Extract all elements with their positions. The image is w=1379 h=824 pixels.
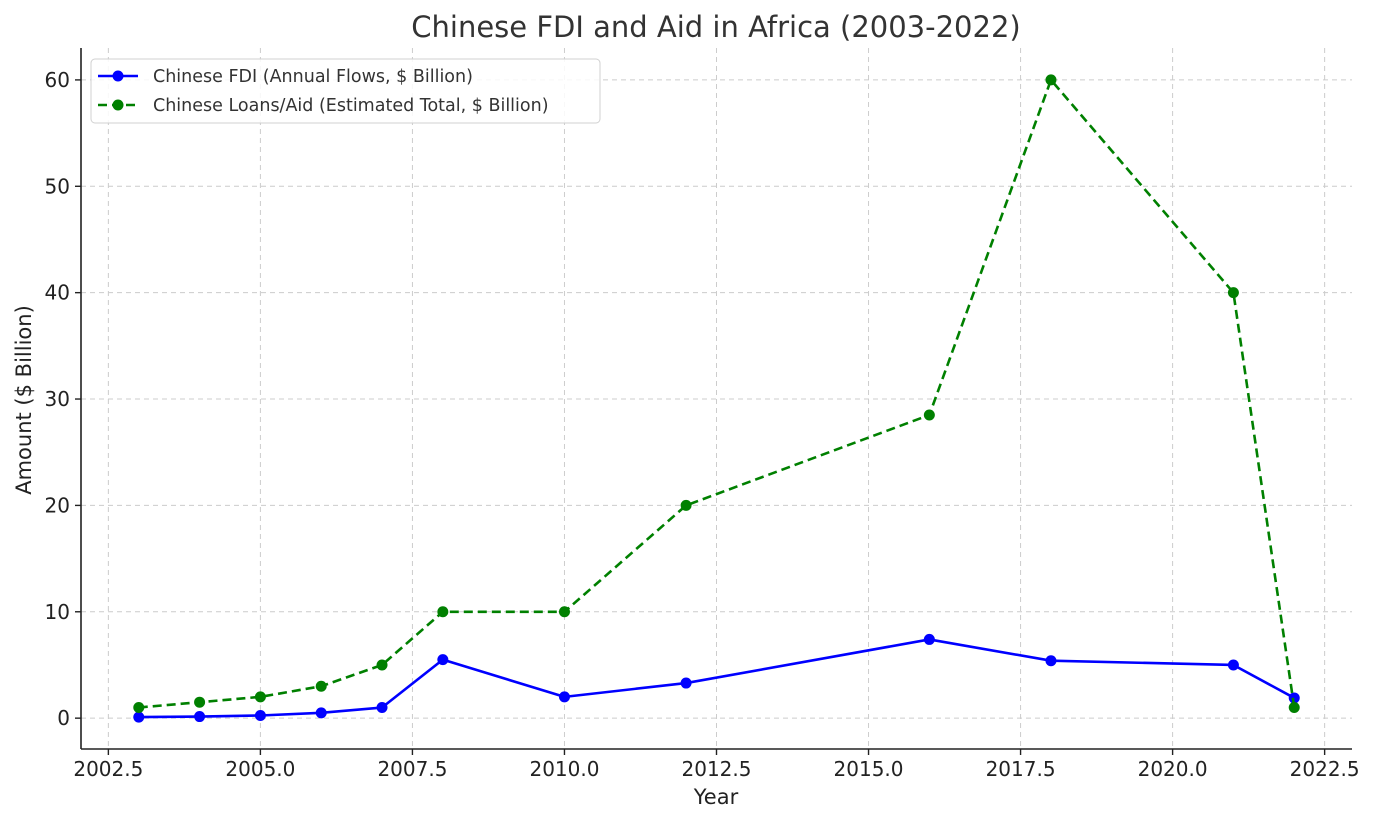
data-point [376,702,388,714]
data-point [558,691,570,703]
x-tick-label: 2007.5 [377,757,447,781]
x-tick-label: 2012.5 [682,757,752,781]
data-point [923,409,935,421]
y-tick-label: 60 [45,68,70,92]
data-point [558,606,570,618]
data-point [315,707,327,719]
series-2 [133,74,1300,714]
data-point [254,691,266,703]
data-point [376,659,388,671]
y-tick-label: 10 [45,600,70,624]
data-point [1288,692,1300,704]
x-tick-label: 2022.5 [1290,757,1360,781]
data-point [923,633,935,645]
legend-label: Chinese FDI (Annual Flows, $ Billion) [153,67,473,87]
legend: Chinese FDI (Annual Flows, $ Billion) Chi… [90,58,601,124]
data-point [1227,659,1239,671]
data-point [437,606,449,618]
data-point [1045,655,1057,667]
y-tick-label: 40 [45,281,70,305]
x-tick-label: 2015.0 [834,757,904,781]
data-point [1288,702,1300,714]
data-point [1227,287,1239,299]
legend-items: Chinese FDI (Annual Flows, $ Billion) Chi… [98,67,549,116]
data-point [680,677,692,689]
data-point [133,702,145,714]
data-point [133,711,145,723]
y-tick-label: 0 [57,706,70,730]
series-line [138,638,1295,719]
y-axis-label: Amount ($ Billion) [12,305,36,495]
series-layer [133,74,1300,723]
y-tick-label: 50 [45,174,70,198]
x-tick-label: 2017.5 [986,757,1056,781]
data-point [254,709,266,721]
legend-label: Chinese Loans/Aid (Estimated Total, $ Bi… [153,96,549,116]
x-tick-label: 2010.0 [529,757,599,781]
legend-marker [112,70,124,82]
series-line [138,78,1296,709]
tick-labels: 2002.5 2005.0 2007.5 2010.0 2012.5 2015.0 2017… [45,68,1360,781]
x-tick-label: 2002.5 [73,757,143,781]
grid-lines [81,48,1352,749]
y-tick-label: 30 [45,387,70,411]
chart-title: Chinese FDI and Aid in Africa (2003-2022… [411,10,1020,44]
x-tick-label: 2005.0 [225,757,295,781]
data-point [194,711,206,723]
legend-box [90,58,601,124]
legend-marker [112,99,124,111]
data-point [315,680,327,692]
data-point [680,499,692,511]
series-1 [133,633,1300,723]
x-tick-label: 2020.0 [1138,757,1208,781]
y-tick-label: 20 [45,493,70,517]
data-point [1045,74,1057,86]
x-axis-label: Year [693,785,739,809]
data-point [194,696,206,708]
data-point [437,654,449,666]
